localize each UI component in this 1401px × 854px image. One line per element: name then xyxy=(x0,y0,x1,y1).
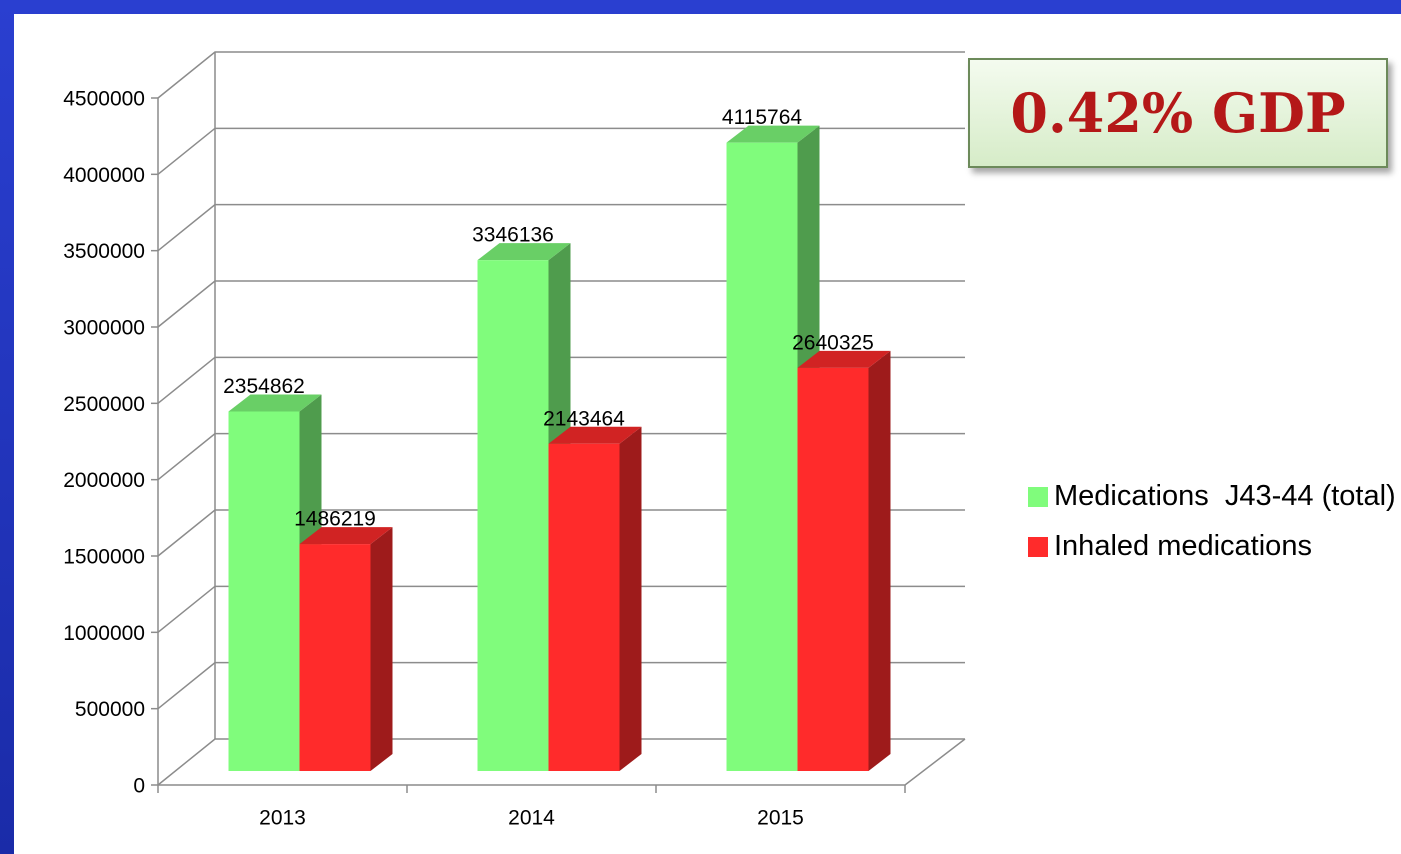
y-tick-label: 0 xyxy=(133,775,145,798)
legend-label: Medications J43-44 (total) xyxy=(1054,480,1396,512)
data-label: 3346136 xyxy=(472,224,554,247)
bar xyxy=(548,443,620,771)
data-label: 2354862 xyxy=(223,375,305,398)
x-tick-label: 2013 xyxy=(259,807,306,830)
y-tick-label: 4000000 xyxy=(63,164,145,187)
bar xyxy=(797,367,869,771)
bar-side xyxy=(868,350,891,771)
bar-side xyxy=(619,426,642,771)
bar-top xyxy=(299,527,393,545)
y-tick-label: 1500000 xyxy=(63,546,145,569)
bar-top xyxy=(726,125,820,143)
grid-line xyxy=(157,432,965,481)
data-label: 2640325 xyxy=(792,331,874,354)
bar-top xyxy=(797,350,891,368)
grid-line xyxy=(157,203,965,252)
grid-line xyxy=(157,509,965,557)
grid-line xyxy=(157,738,965,786)
bar-top xyxy=(548,426,642,444)
y-tick-label: 4500000 xyxy=(63,88,145,111)
legend-label: Inhaled medications xyxy=(1054,530,1312,562)
data-label: 4115764 xyxy=(722,106,803,129)
bar xyxy=(726,142,798,771)
bar-top xyxy=(477,243,571,261)
data-label: 1486219 xyxy=(294,508,376,531)
legend-item: Inhaled medications xyxy=(1028,528,1398,564)
grid-line xyxy=(157,356,965,404)
y-tick-label: 500000 xyxy=(75,698,145,721)
bar xyxy=(299,544,371,771)
bar xyxy=(228,411,300,771)
annotation: 0.42% GDP xyxy=(968,58,1388,168)
grid-line xyxy=(157,127,965,175)
legend: Medications J43-44 (total) Inhaled medica… xyxy=(1028,478,1398,578)
bar-top xyxy=(228,394,322,412)
bar-side xyxy=(370,527,393,771)
x-tick-label: 2014 xyxy=(508,807,555,830)
grid-line xyxy=(157,661,965,710)
legend-swatch xyxy=(1028,537,1048,557)
grid-line xyxy=(157,585,965,633)
y-tick-label: 3000000 xyxy=(63,317,145,340)
grid-line xyxy=(157,51,965,99)
grid-line xyxy=(157,280,965,328)
data-label: 2143464 xyxy=(543,407,625,430)
y-tick-label: 1000000 xyxy=(63,622,145,645)
legend-swatch xyxy=(1028,487,1048,507)
y-tick-label: 2500000 xyxy=(63,393,145,416)
y-tick-label: 3500000 xyxy=(63,240,145,263)
x-tick-label: 2015 xyxy=(757,807,804,830)
y-tick-label: 2000000 xyxy=(63,469,145,492)
legend-item: Medications J43-44 (total) xyxy=(1028,478,1398,514)
bar xyxy=(477,260,549,771)
